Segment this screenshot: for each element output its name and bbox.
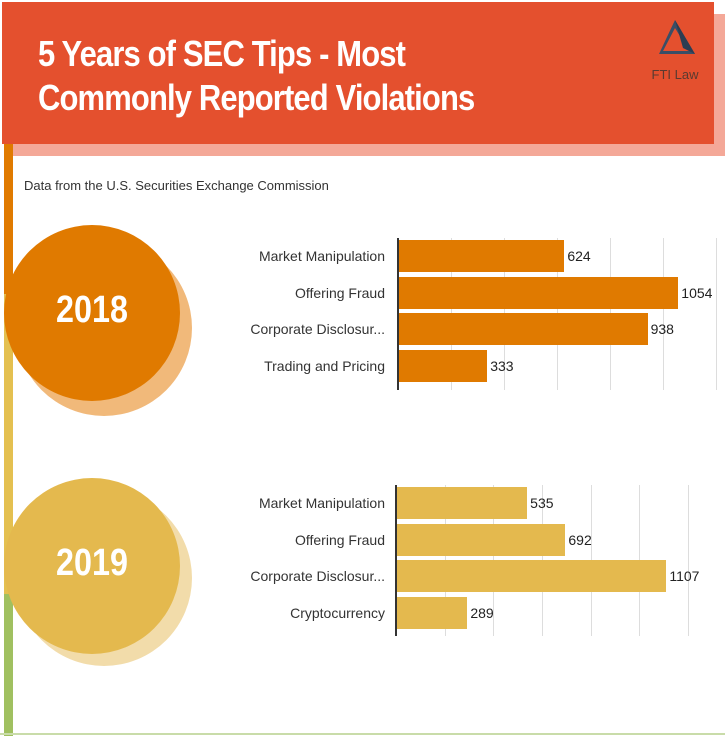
logo-text: FTI Law <box>651 67 699 82</box>
bar <box>397 523 566 556</box>
year-label-2018: 2018 <box>56 289 128 331</box>
logo-triangle-icon <box>659 20 695 54</box>
header-banner: 5 Years of SEC Tips - Most Commonly Repo… <box>2 2 714 144</box>
category-label: Trading and Pricing <box>264 357 385 374</box>
bar <box>399 240 565 272</box>
value-label: 938 <box>650 321 674 337</box>
gridline <box>663 238 664 390</box>
value-label: 1107 <box>669 568 700 584</box>
value-label: 535 <box>530 495 554 511</box>
bar <box>397 560 667 592</box>
timeline-segment-2018 <box>4 144 13 294</box>
category-label: Corporate Disclosur... <box>250 321 385 337</box>
y-axis-line <box>397 238 399 390</box>
category-label: Offering Fraud <box>294 531 385 548</box>
bottom-divider <box>0 733 725 735</box>
year-circle-2018: 2018 <box>4 225 180 401</box>
category-label: Market Manipulation <box>258 495 385 511</box>
year-circle-2019: 2019 <box>4 478 180 654</box>
y-axis-line <box>395 485 397 636</box>
year-label-2019: 2019 <box>56 542 128 584</box>
value-label: 289 <box>470 604 494 621</box>
category-label: Offering Fraud <box>294 284 385 301</box>
value-label: 333 <box>490 357 514 374</box>
timeline-segment-2019 <box>4 294 13 594</box>
bar <box>399 349 488 382</box>
category-label: Cryptocurrency <box>290 604 385 621</box>
gridline <box>716 238 717 390</box>
value-label: 692 <box>568 531 592 548</box>
subtitle: Data from the U.S. Securities Exchange C… <box>24 178 329 193</box>
logo: FTI Law <box>650 18 700 82</box>
bar <box>397 596 468 629</box>
value-label: 1054 <box>681 284 713 301</box>
page-title: 5 Years of SEC Tips - Most Commonly Repo… <box>38 33 475 118</box>
value-label: 624 <box>567 248 591 264</box>
bar <box>399 313 648 345</box>
gridline <box>688 485 689 636</box>
bar <box>397 487 528 519</box>
timeline-segment-green <box>4 594 13 736</box>
category-label: Market Manipulation <box>258 248 385 264</box>
bar <box>399 276 679 309</box>
category-label: Corporate Disclosur... <box>250 568 385 584</box>
